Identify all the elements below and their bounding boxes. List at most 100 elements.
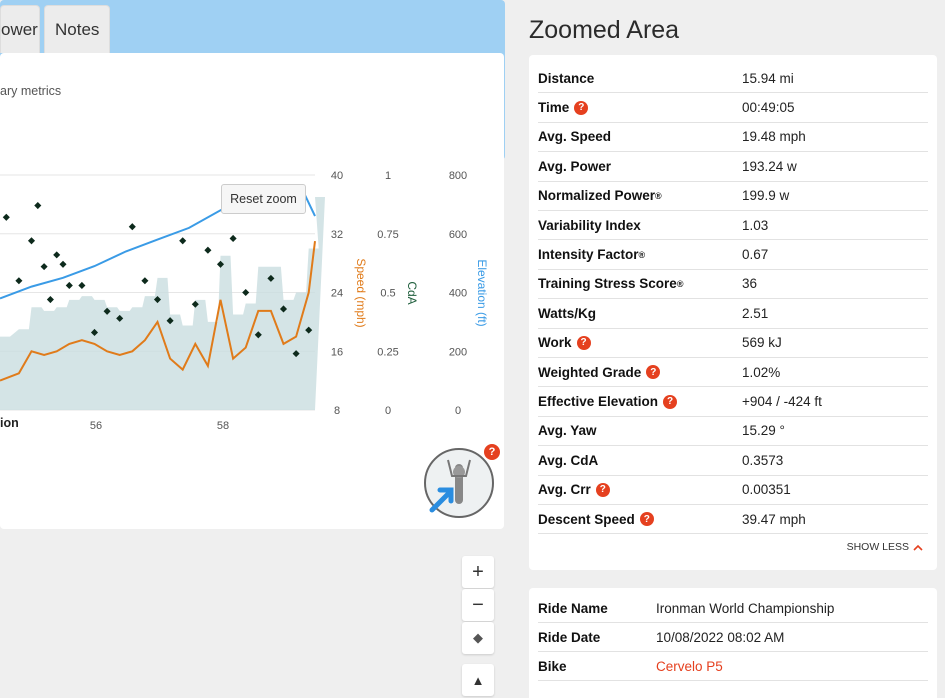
metric-row: Avg. CdA 0.3573 xyxy=(538,446,928,476)
cda-point xyxy=(128,223,136,231)
x-tick-label: 56 xyxy=(90,420,102,432)
speed-line xyxy=(0,240,316,382)
chart-subtitle: ary metrics xyxy=(0,84,62,98)
metric-label: Avg. CdA xyxy=(538,453,742,468)
reset-zoom-button[interactable]: Reset zoom xyxy=(221,184,306,214)
metric-label-text: Training Stress Score xyxy=(538,276,677,292)
metric-value: 00:49:05 xyxy=(742,100,795,116)
metric-value: 2.51 xyxy=(742,305,769,321)
metric-row: Descent Speed? 39.47 mph xyxy=(538,505,928,535)
x-tick-label: 58 xyxy=(217,420,229,432)
metric-value: 1.02% xyxy=(742,364,781,380)
cda-point xyxy=(305,326,313,334)
chart-bottom-label: ion xyxy=(0,416,19,430)
y-tick-label: 16 xyxy=(331,346,343,358)
cda-point xyxy=(116,314,124,322)
axis-labels: 40 32 24 16 8 Speed (mph) 1 0.75 0.5 0.25 0 CdA 800 6… xyxy=(90,170,489,432)
metric-label: Watts/Kg xyxy=(538,306,742,321)
metric-label-text: Normalized Power xyxy=(538,188,656,204)
y-tick-label: 8 xyxy=(334,405,340,417)
ride-label: Bike xyxy=(538,658,567,674)
terrain-icon[interactable]: ▲ xyxy=(462,664,494,696)
y-tick-label: 600 xyxy=(449,229,467,241)
metric-value: 569 kJ xyxy=(742,335,782,351)
registered-mark: ® xyxy=(676,278,684,289)
ride-info-panel: Ride Name Ironman World Championship Ride … xyxy=(529,588,937,698)
cda-point xyxy=(78,281,86,289)
cda-point xyxy=(40,263,48,271)
y-axis-title: Speed (mph) xyxy=(354,258,368,327)
cda-point xyxy=(153,296,162,304)
help-icon[interactable]: ? xyxy=(576,335,591,350)
bike-link[interactable]: Cervelo P5 xyxy=(656,658,723,674)
y-tick-label: 0 xyxy=(385,405,391,417)
metric-row: Training Stress Score ® 36 xyxy=(538,270,928,300)
zoom-in-button[interactable]: + xyxy=(462,556,494,588)
metric-label: Avg. Crr? xyxy=(538,482,742,497)
metric-label-text: Intensity Factor xyxy=(538,247,639,263)
cda-point xyxy=(179,237,187,245)
zoomed-area-title: Zoomed Area xyxy=(529,16,680,44)
cda-point xyxy=(204,246,212,254)
cda-point xyxy=(292,350,300,358)
metric-value: 36 xyxy=(742,276,758,292)
metric-row: Avg. Power 193.24 w xyxy=(538,152,928,182)
cda-point xyxy=(242,288,250,297)
cda-point xyxy=(90,328,99,336)
metric-row: Distance 15.94 mi xyxy=(538,64,928,94)
cda-point xyxy=(229,234,237,242)
metric-value: 0.67 xyxy=(742,247,769,263)
metric-label-text: Time xyxy=(538,100,570,116)
ride-row: Bike Cervelo P5 xyxy=(538,652,928,681)
cyclist-aero-icon xyxy=(429,459,471,513)
metric-label-text: Effective Elevation xyxy=(538,394,659,410)
metric-label: Training Stress Score ® xyxy=(538,276,742,291)
ride-label: Ride Date xyxy=(538,629,601,645)
speed-area xyxy=(0,197,325,410)
help-icon[interactable]: ? xyxy=(639,512,654,527)
bike-position-badge[interactable] xyxy=(424,448,494,518)
metric-label: Avg. Speed xyxy=(538,129,742,144)
y-axis-title: CdA xyxy=(405,281,419,304)
metric-label-text: Variability Index xyxy=(538,217,641,233)
metric-row: Avg. Yaw 15.29 ° xyxy=(538,417,928,447)
metric-label: Descent Speed? xyxy=(538,512,742,527)
y-tick-label: 40 xyxy=(331,170,343,182)
metric-row: Effective Elevation? +904 / -424 ft xyxy=(538,387,928,417)
show-less-button[interactable]: SHOW LESS xyxy=(847,541,923,553)
help-icon[interactable]: ? xyxy=(574,100,589,115)
tab-power[interactable]: ower xyxy=(0,5,40,53)
cda-point xyxy=(59,260,67,268)
ride-value: Ironman World Championship xyxy=(656,600,835,616)
metric-label: Work? xyxy=(538,335,742,350)
ride-row: Ride Date 10/08/2022 08:02 AM xyxy=(538,623,928,652)
compass-icon[interactable]: ◆ xyxy=(462,622,494,654)
cda-point xyxy=(46,296,54,304)
metrics-panel: Distance 15.94 mi Time? 00:49:05 Avg. Speed 1… xyxy=(529,55,937,570)
tab-label: ower xyxy=(1,19,38,39)
chart-svg[interactable]: 40 32 24 16 8 Speed (mph) 1 0.75 0.5 0.25 0 CdA 800 6… xyxy=(0,53,504,453)
metric-label-text: Avg. Crr xyxy=(538,482,591,498)
y-axis-title: Elevation (ft) xyxy=(475,259,489,326)
metric-label: Variability Index xyxy=(538,218,742,233)
metric-label-text: Avg. Power xyxy=(538,158,612,174)
cda-point xyxy=(267,274,275,282)
help-icon[interactable]: ? xyxy=(646,365,661,380)
registered-mark: ® xyxy=(638,249,646,260)
metric-label-text: Distance xyxy=(538,70,595,86)
help-icon[interactable]: ? xyxy=(663,394,678,409)
metric-value: 15.94 mi xyxy=(742,70,794,86)
tab-notes[interactable]: Notes xyxy=(44,5,110,53)
metric-label-text: Work xyxy=(538,335,572,351)
help-icon[interactable]: ? xyxy=(595,482,610,497)
metric-row: Weighted Grade? 1.02% xyxy=(538,358,928,388)
zoom-out-button[interactable]: − xyxy=(462,589,494,621)
y-tick-label: 0.25 xyxy=(377,346,398,358)
ride-row: Ride Name Ironman World Championship xyxy=(538,594,928,623)
metric-row: Avg. Crr? 0.00351 xyxy=(538,476,928,505)
metric-value: 19.48 mph xyxy=(742,129,806,145)
y-tick-label: 800 xyxy=(449,170,467,182)
help-icon[interactable]: ? xyxy=(484,444,500,460)
metric-row: Work? 569 kJ xyxy=(538,329,928,358)
metric-value: 1.03 xyxy=(742,217,769,233)
